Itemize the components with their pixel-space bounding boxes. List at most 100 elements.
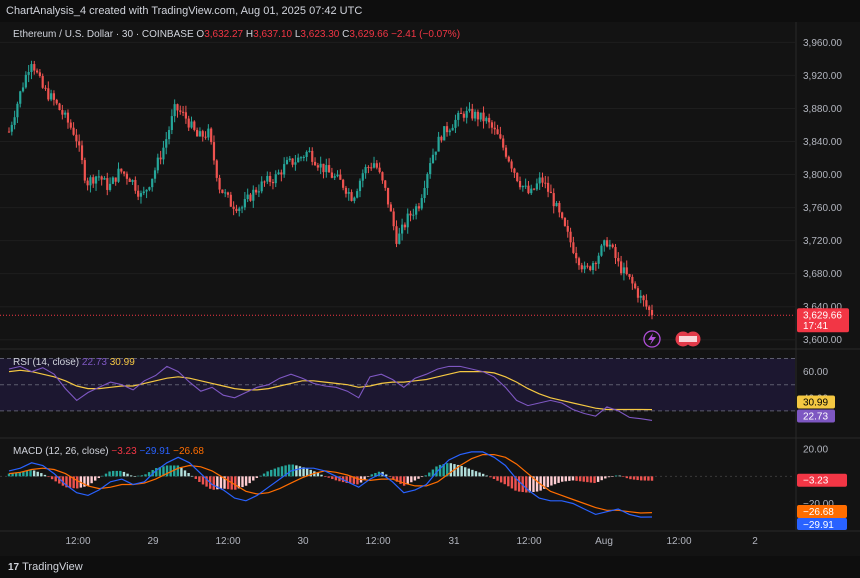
rsi-pane [0, 358, 795, 421]
tradingview-logo[interactable]: 17 TradingView [8, 561, 83, 573]
close-value: 3,629.66 [349, 29, 389, 40]
macd-histogram-bar [29, 469, 32, 477]
macd-histogram-bar [367, 476, 370, 477]
candle-body [249, 194, 252, 201]
price-tick-label: 3,840.00 [803, 137, 842, 148]
candle-body [80, 145, 84, 161]
candle-body [92, 177, 95, 184]
candle-body [162, 147, 165, 160]
low-label: L [294, 29, 301, 40]
macd-histogram-bar [438, 464, 442, 477]
candle-body [325, 165, 328, 173]
macd-histogram-bar [58, 476, 61, 484]
candle-body [488, 117, 491, 123]
candle-body [538, 177, 541, 184]
macd-histogram-bar [578, 476, 582, 482]
candle-body [642, 295, 645, 301]
macd-histogram-bar [349, 476, 352, 484]
macd-histogram-bar [43, 474, 47, 477]
candle-body [583, 265, 586, 270]
high-value: 3,637.10 [253, 29, 293, 40]
macd-histogram-bar [226, 476, 230, 490]
macd-signal-tag [797, 505, 847, 518]
macd-histogram-bar [61, 476, 65, 486]
lightning-icon [643, 330, 661, 348]
macd-histogram-bar [435, 466, 438, 477]
main-legend[interactable]: Ethereum / U.S. Dollar · 30 · COINBASE O… [13, 29, 460, 40]
candle-body [558, 202, 561, 213]
price-tick-label: 3,960.00 [803, 38, 842, 49]
rsi-legend[interactable]: RSI (14, close) 22.73 30.99 [13, 357, 135, 368]
chart-container[interactable] [0, 22, 860, 578]
candle-body [524, 185, 527, 187]
candle-body [139, 193, 143, 197]
candle-body [151, 178, 154, 188]
price-pane [0, 60, 795, 320]
candle-body [650, 310, 654, 316]
macd-histogram-bar [650, 476, 654, 481]
candle-body [415, 206, 418, 215]
macd-histogram-bar [589, 476, 593, 483]
candle-body [111, 177, 114, 184]
candle-body [291, 158, 294, 165]
macd-histogram-bar [517, 476, 521, 492]
macd-histogram-bar [25, 470, 29, 477]
macd-histogram-bar [101, 475, 104, 477]
macd-line-tag-label: −29.91 [803, 520, 834, 531]
rsi-ma-line [8, 369, 653, 411]
candle-body [471, 108, 474, 119]
macd-histogram-bar [510, 476, 514, 489]
candle-body [490, 122, 494, 128]
macd-histogram-bar [449, 463, 453, 477]
candle-body [302, 156, 305, 158]
candle-body [575, 252, 578, 259]
macd-histogram-bar [467, 468, 470, 477]
brand-name: TradingView [22, 561, 83, 573]
candle-body [114, 177, 117, 182]
macd-histogram-bar [464, 467, 467, 477]
macd-legend[interactable]: MACD (12, 26, close) −3.23 −29.91 −26.68 [13, 446, 204, 457]
footer: 17 TradingView [0, 556, 860, 578]
macd-histogram-bar [471, 469, 474, 477]
rsi-tag [797, 409, 835, 423]
candle-body [547, 182, 550, 192]
candle-body [226, 192, 230, 195]
tv-logo-icon: 17 [8, 562, 20, 573]
candle-body [420, 198, 423, 209]
candle-body [367, 167, 370, 169]
candle-body [398, 233, 401, 244]
candle-body [257, 191, 260, 193]
candle-body [27, 71, 30, 75]
candle-body [482, 112, 485, 122]
macd-histogram-bar [137, 475, 140, 477]
candle-body [639, 295, 642, 298]
macd-histogram-bar [176, 465, 180, 477]
macd-pane [0, 451, 795, 518]
macd-histogram-bar [392, 476, 395, 480]
macd-signal-tag-label: −26.68 [803, 507, 834, 518]
candle-body [353, 197, 356, 201]
candle-body [611, 244, 614, 248]
candle-body [648, 306, 651, 311]
candle-body [541, 177, 544, 183]
candle-body [89, 177, 92, 186]
macd-histogram-bar [262, 473, 266, 477]
macd-histogram-bar [327, 476, 330, 478]
macd-histogram-bar [413, 476, 417, 481]
macd-histogram-bar [525, 476, 528, 493]
macd-histogram-bar [388, 476, 391, 478]
macd-hist-value: −3.23 [111, 446, 137, 457]
rsi-ma-value: 30.99 [109, 357, 135, 368]
candle-body [417, 206, 421, 209]
candle-body [409, 213, 412, 216]
candle-body [342, 179, 345, 188]
change-value: −2.41 (−0.07%) [391, 29, 461, 40]
candle-body [61, 110, 64, 115]
time-tick-label: 12:00 [215, 536, 240, 547]
candle-body [448, 130, 451, 133]
macd-histogram-bar [431, 469, 435, 477]
macd-histogram-bar [629, 476, 632, 480]
macd-histogram-bar [374, 473, 377, 477]
macd-histogram-bar [557, 476, 560, 483]
